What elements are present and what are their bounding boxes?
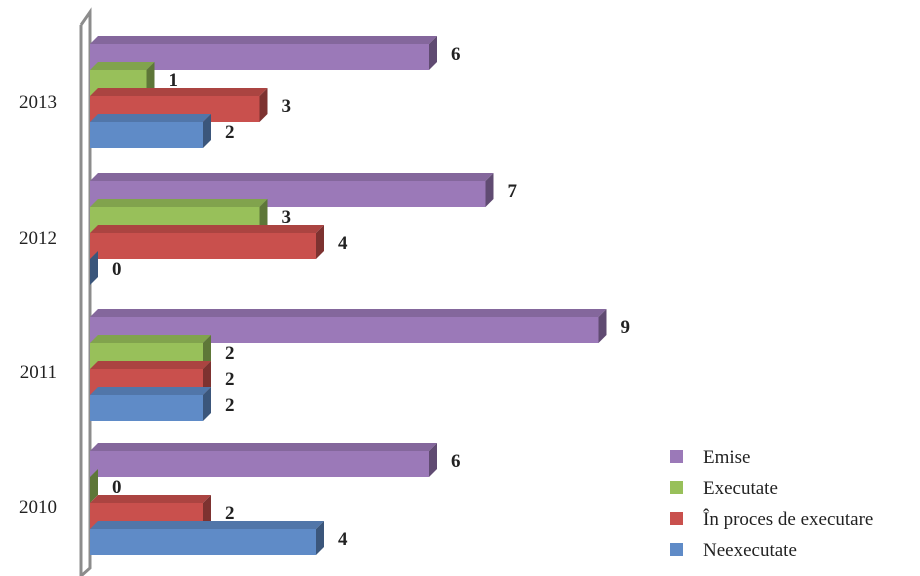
bar-executate-2010: [90, 469, 98, 503]
legend-swatch: [670, 543, 683, 556]
value-label: 3: [282, 96, 292, 117]
bar-emise-2010: [90, 443, 437, 477]
legend-swatch: [670, 512, 683, 525]
legend-label: Executate: [703, 478, 778, 499]
legend-label: În proces de executare: [703, 508, 873, 530]
category-labels: 2013 2012 2011 2010: [19, 92, 57, 518]
legend-swatch: [670, 450, 683, 463]
category-label: 2013: [19, 92, 57, 113]
value-label: 4: [338, 529, 348, 550]
category-label: 2011: [20, 362, 57, 383]
value-label: 6: [451, 44, 461, 65]
value-label: 0: [112, 259, 122, 280]
value-label: 1: [169, 70, 179, 91]
value-label: 7: [508, 181, 518, 202]
bar-neexecutate-2010: [90, 521, 324, 555]
value-label: 4: [338, 233, 348, 254]
value-label: 2: [225, 503, 235, 524]
legend-item: În proces de executare: [670, 508, 873, 530]
axis-wall: [79, 7, 92, 576]
bars: [90, 36, 607, 555]
bar-neexecutate-2012: [90, 251, 98, 285]
value-label: 0: [112, 477, 122, 498]
legend-label: Emise: [703, 447, 751, 468]
category-label: 2012: [19, 228, 57, 249]
bar-neexecutate-2013: [90, 114, 211, 148]
legend-item: Executate: [670, 478, 778, 499]
value-label: 9: [621, 317, 631, 338]
value-labels: 6 1 3 2 7 3 4 0 9 2 2 2 6 0 2 4: [112, 44, 630, 550]
value-label: 6: [451, 451, 461, 472]
bar-emise-2012: [90, 173, 494, 207]
value-label: 2: [225, 122, 235, 143]
value-label: 3: [282, 207, 292, 228]
bar--n-proces-de-executare-2012: [90, 225, 324, 259]
legend-item: Neexecutate: [670, 540, 797, 561]
legend-label: Neexecutate: [703, 540, 797, 561]
legend-swatch: [670, 481, 683, 494]
value-label: 2: [225, 369, 235, 390]
legend: Emise Executate În proces de executare Neex…: [670, 447, 873, 561]
legend-item: Emise: [670, 447, 751, 468]
value-label: 2: [225, 395, 235, 416]
axis-wall-line: [79, 7, 92, 576]
category-label: 2010: [19, 497, 57, 518]
bar-neexecutate-2011: [90, 387, 211, 421]
value-label: 2: [225, 343, 235, 364]
